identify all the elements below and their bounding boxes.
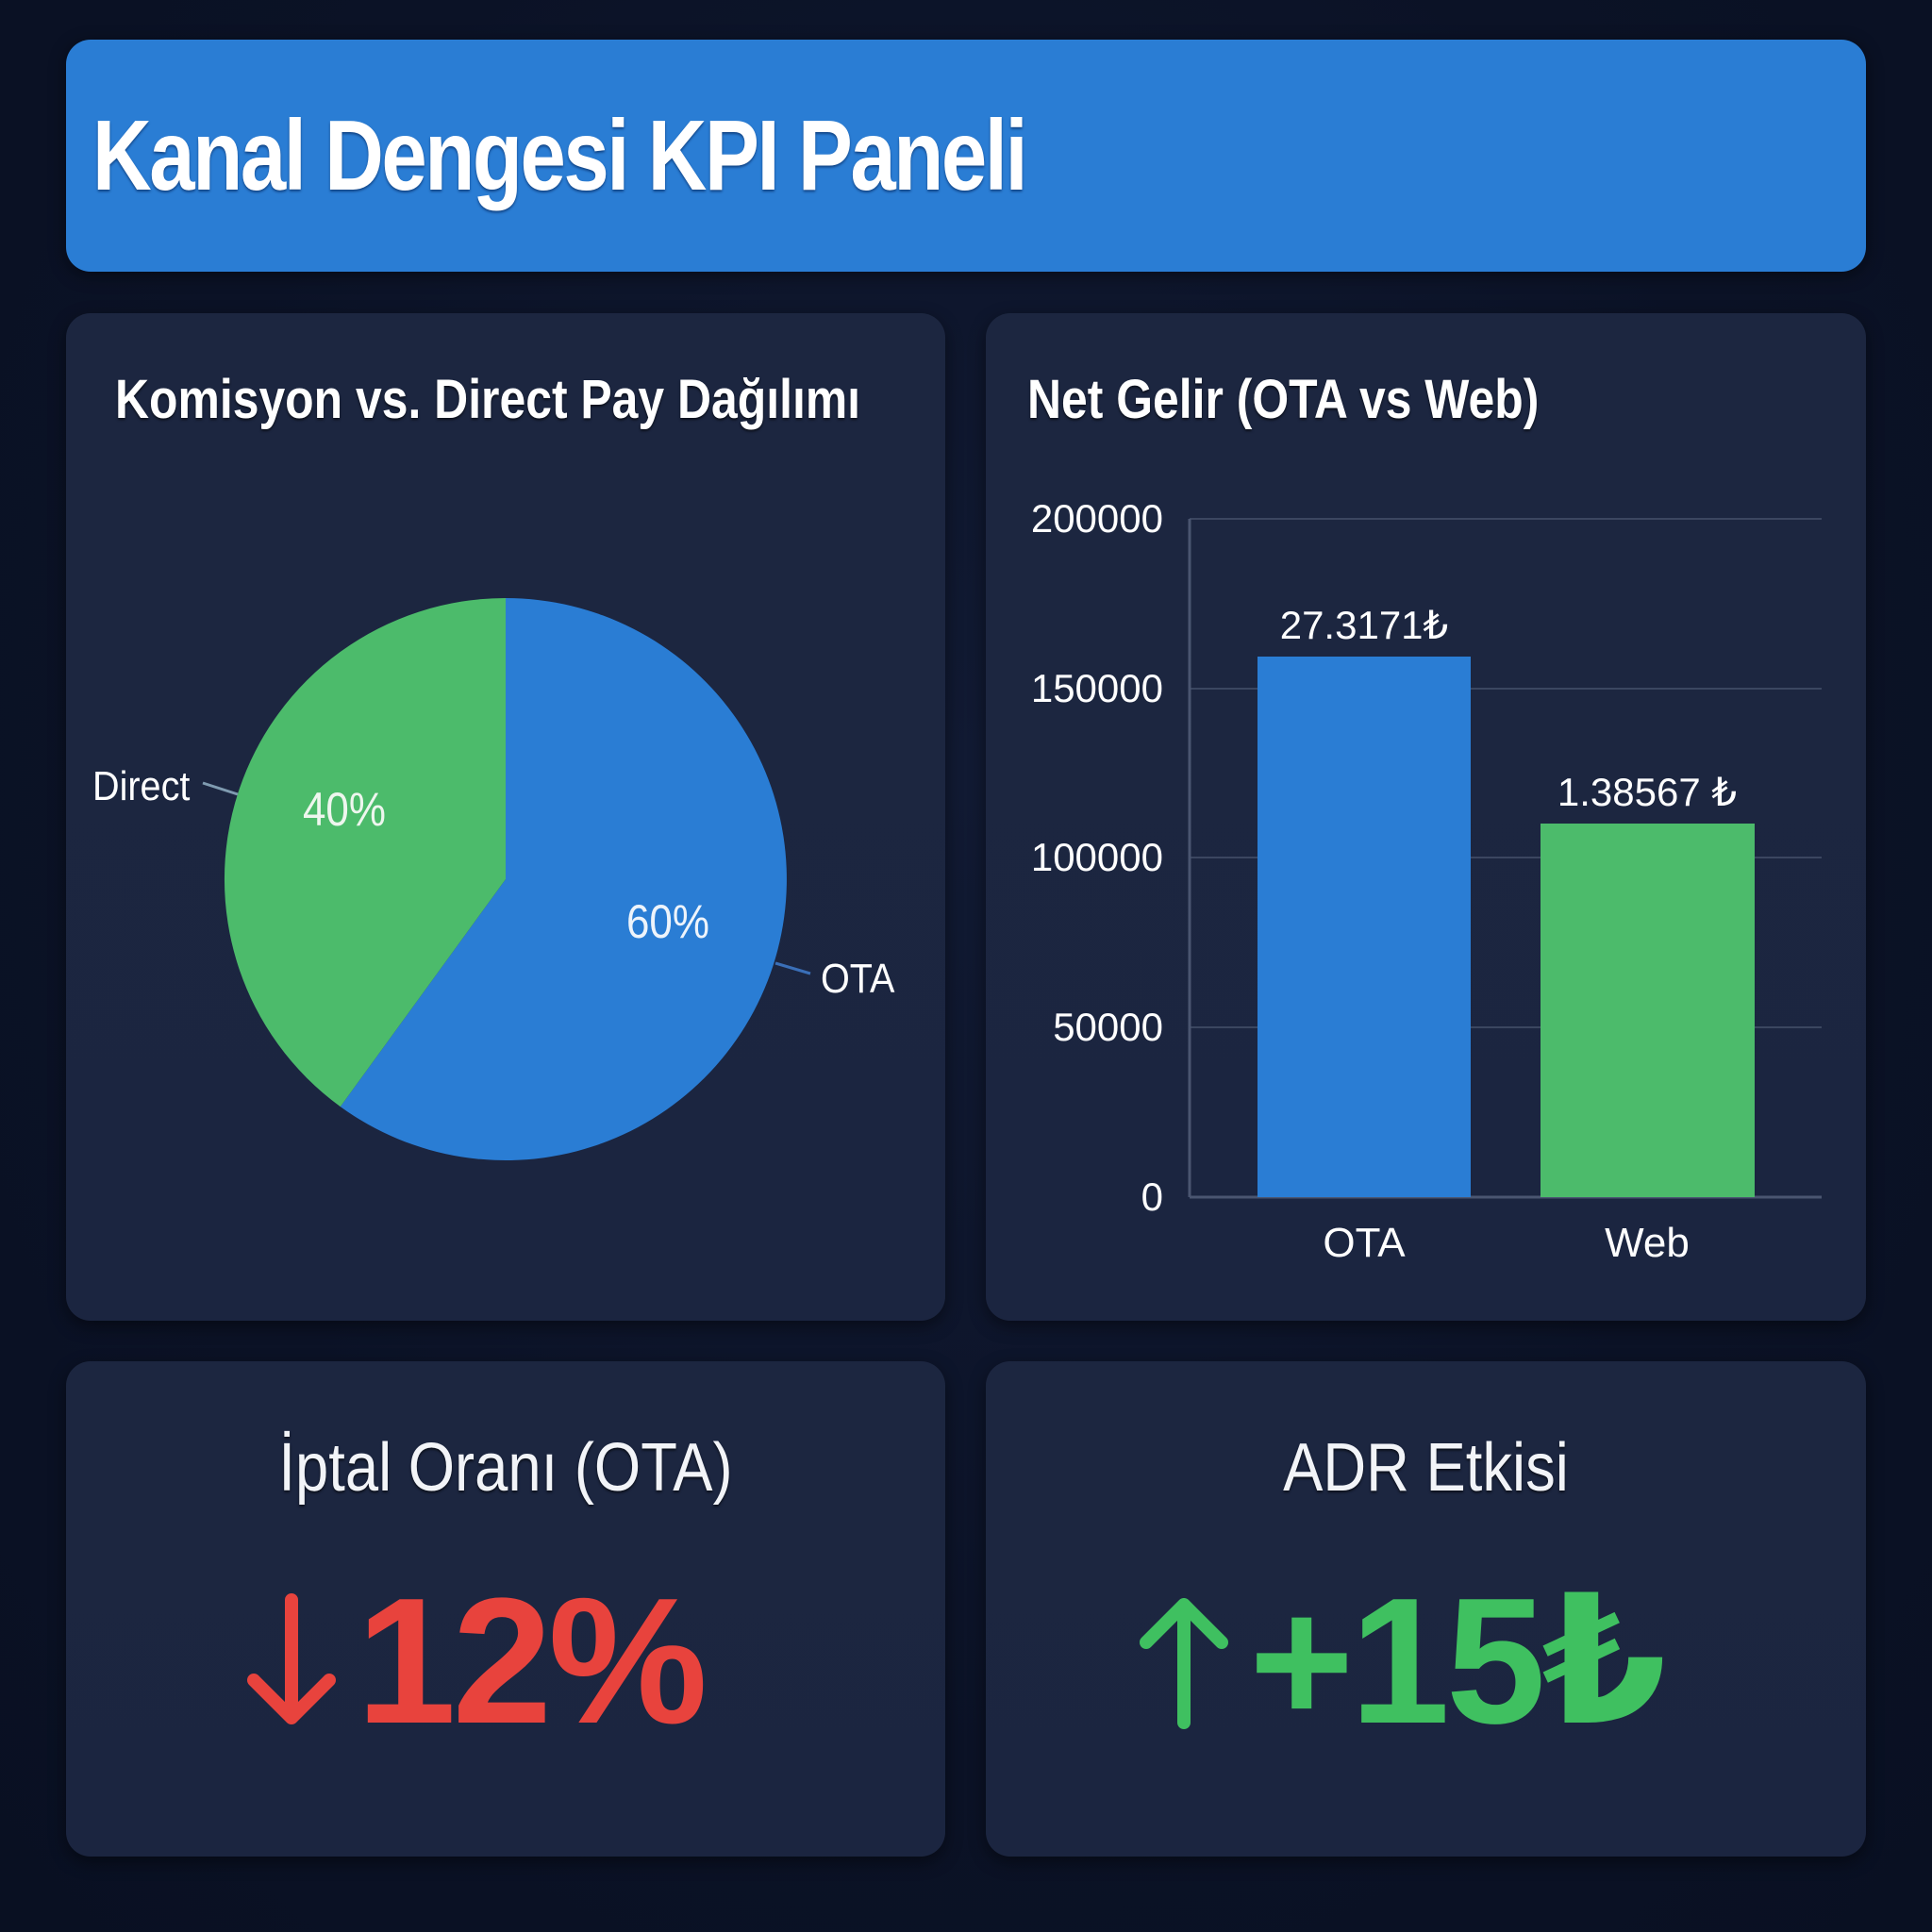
pie-chart-panel: Komisyon vs. Direct Pay Dağılımı Direct … xyxy=(66,313,945,1321)
bar-chart-title: Net Gelir (OTA vs Web) xyxy=(1027,369,1540,430)
kpi-value-adr-impact: +15₺ xyxy=(1249,1561,1666,1761)
pie-value-direct: 40% xyxy=(303,782,386,835)
bar-ota[interactable] xyxy=(1257,657,1471,1197)
page-title: Kanal Dengesi KPI Paneli xyxy=(92,100,1028,211)
pie-label-direct: Direct xyxy=(92,762,191,808)
x-label-ota: OTA xyxy=(1323,1220,1406,1266)
pie-slice-direct[interactable] xyxy=(224,598,507,1108)
bar-chart: 200000 150000 100000 50000 0 27.3171₺ 1.… xyxy=(1031,496,1822,1266)
y-tick-0: 0 xyxy=(1141,1174,1163,1219)
kpi-title-cancel-rate: İptal Oranı (OTA) xyxy=(278,1430,733,1506)
pie-chart: Direct OTA 40% 60% xyxy=(92,598,895,1160)
ota-leader-line xyxy=(774,961,811,975)
arrow-up-icon xyxy=(1140,1598,1229,1729)
pie-chart-title: Komisyon vs. Direct Pay Dağılımı xyxy=(115,369,861,430)
kpi-value-cancel-rate: 12% xyxy=(356,1561,708,1761)
bar-value-web: 1.38567 ₺ xyxy=(1557,770,1737,814)
pie-value-ota: 60% xyxy=(626,894,709,947)
pie-slice-ota[interactable] xyxy=(340,598,787,1160)
y-tick-50000: 50000 xyxy=(1053,1005,1163,1049)
kpi-value-row-adr-impact: +15₺ xyxy=(958,1572,1838,1751)
bar-chart-panel: Net Gelir (OTA vs Web) 200000 150000 100… xyxy=(986,313,1866,1321)
kpi-value-row-cancel-rate: 12% xyxy=(32,1572,911,1751)
x-label-web: Web xyxy=(1605,1220,1690,1266)
direct-leader-line xyxy=(202,781,239,796)
pie-label-ota: OTA xyxy=(821,955,895,1001)
y-tick-100000: 100000 xyxy=(1031,835,1163,879)
bar-value-ota: 27.3171₺ xyxy=(1280,603,1449,647)
y-tick-150000: 150000 xyxy=(1031,666,1163,710)
kpi-card-cancel-rate: İptal Oranı (OTA) 12% xyxy=(66,1361,945,1857)
bar-web[interactable] xyxy=(1541,824,1755,1197)
arrow-down-icon xyxy=(246,1593,336,1724)
y-tick-200000: 200000 xyxy=(1031,496,1163,541)
kpi-title-adr-impact: ADR Etkisi xyxy=(1283,1430,1569,1506)
kpi-card-adr-impact: ADR Etkisi +15₺ xyxy=(986,1361,1866,1857)
header-banner: Kanal Dengesi KPI Paneli xyxy=(66,40,1866,272)
